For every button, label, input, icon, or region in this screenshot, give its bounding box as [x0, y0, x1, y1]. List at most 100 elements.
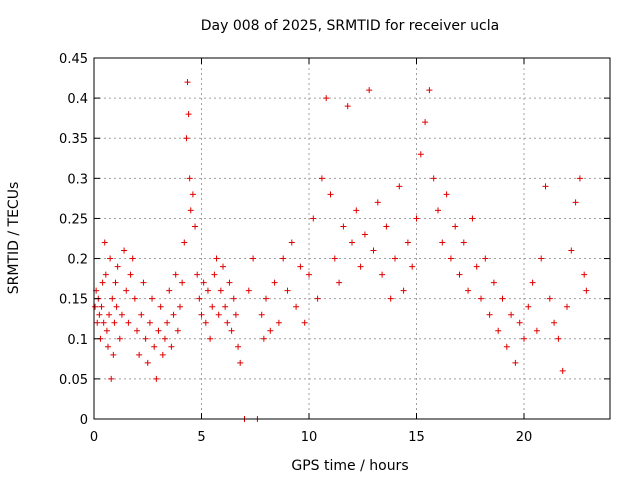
data-point [114, 263, 121, 270]
x-tick-label: 0 [90, 430, 98, 445]
data-point [331, 255, 338, 262]
data-point [106, 311, 113, 318]
data-point [490, 279, 497, 286]
data-point [465, 287, 472, 294]
data-point [138, 311, 145, 318]
data-point [559, 367, 566, 374]
data-point [170, 311, 177, 318]
y-tick-label: 0.3 [67, 172, 88, 187]
data-point [306, 271, 312, 278]
x-tick-label: 15 [408, 430, 425, 445]
data-point [583, 287, 590, 294]
data-point [186, 175, 193, 182]
data-point [443, 191, 450, 198]
data-point [136, 351, 143, 358]
data-point [439, 239, 446, 246]
data-point [159, 351, 166, 358]
data-point [260, 335, 267, 342]
data-point [204, 287, 211, 294]
data-point [340, 223, 347, 230]
data-point [192, 223, 199, 230]
data-points [92, 79, 590, 422]
data-point [183, 135, 190, 142]
data-point [245, 287, 252, 294]
y-tick-label: 0.4 [67, 92, 88, 107]
data-point [452, 223, 459, 230]
y-tick-label: 0 [80, 413, 88, 428]
data-point [275, 319, 282, 326]
data-point [96, 311, 103, 318]
data-point [473, 263, 480, 270]
data-point [409, 263, 416, 270]
data-point [361, 231, 368, 238]
data-point [109, 295, 116, 302]
data-point [100, 319, 107, 326]
data-point [478, 295, 484, 302]
data-point [482, 255, 489, 262]
data-point [551, 319, 558, 326]
data-point [357, 263, 364, 270]
data-point [263, 295, 269, 302]
data-point [546, 295, 553, 302]
data-point [503, 343, 510, 350]
data-point [107, 255, 114, 262]
data-point [396, 183, 403, 190]
data-point [430, 175, 437, 182]
data-point [230, 295, 237, 302]
data-point [508, 311, 515, 318]
data-point [288, 239, 295, 246]
data-point [187, 207, 194, 214]
data-point [469, 215, 476, 222]
data-point [538, 255, 545, 262]
data-point [576, 175, 583, 182]
x-axis-label: GPS time / hours [291, 458, 408, 474]
axis-ticks [93, 57, 610, 420]
data-point [250, 255, 257, 262]
data-point [447, 255, 454, 262]
data-point [499, 295, 506, 302]
data-point [177, 303, 183, 310]
data-point [226, 279, 233, 286]
data-point [555, 335, 562, 342]
data-point [172, 271, 179, 278]
data-point [572, 199, 579, 206]
data-point [220, 263, 226, 270]
data-point [417, 151, 424, 158]
data-point [113, 303, 120, 310]
data-point [129, 255, 136, 262]
data-point [200, 279, 207, 286]
data-point [110, 351, 117, 358]
plot-frame [93, 57, 611, 420]
data-point [237, 359, 244, 366]
data-point [370, 247, 377, 254]
data-point [366, 87, 373, 94]
data-point [349, 239, 355, 246]
data-point [258, 311, 265, 318]
data-point [123, 287, 130, 294]
data-point [581, 271, 588, 278]
data-point [103, 327, 110, 334]
data-point [323, 95, 330, 102]
data-point [280, 255, 287, 262]
grid-lines [94, 58, 610, 419]
data-point [102, 271, 109, 278]
data-point [422, 119, 429, 126]
data-point [327, 191, 334, 198]
data-point [111, 319, 118, 326]
data-point [310, 215, 317, 222]
data-point [101, 239, 108, 246]
y-tick-label: 0.1 [67, 333, 88, 348]
data-point [151, 343, 158, 350]
data-point [529, 279, 536, 286]
data-point [400, 287, 407, 294]
data-point [568, 247, 575, 254]
data-point [383, 223, 390, 230]
x-tick-label: 20 [516, 430, 533, 445]
data-point [271, 279, 278, 286]
data-point [379, 271, 386, 278]
data-point [533, 327, 540, 334]
data-point [228, 327, 235, 334]
y-tick-label: 0.05 [59, 373, 88, 388]
data-point [184, 79, 191, 86]
data-point [542, 183, 549, 190]
